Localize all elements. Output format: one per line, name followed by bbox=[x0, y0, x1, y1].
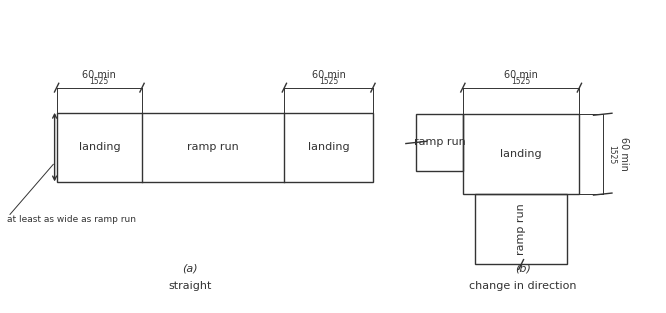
Text: ramp run: ramp run bbox=[187, 142, 239, 152]
Bar bbox=[416, 114, 463, 171]
Text: landing: landing bbox=[308, 142, 350, 152]
Text: 60 min: 60 min bbox=[83, 70, 117, 80]
Text: 60 min: 60 min bbox=[312, 70, 346, 80]
Text: 60 min: 60 min bbox=[619, 137, 629, 171]
Text: 1525: 1525 bbox=[511, 77, 531, 86]
Text: landing: landing bbox=[79, 142, 120, 152]
Text: ramp run: ramp run bbox=[414, 137, 466, 147]
Text: (b): (b) bbox=[515, 264, 531, 274]
Bar bbox=[463, 114, 579, 194]
Text: ramp run: ramp run bbox=[516, 203, 526, 255]
Text: change in direction: change in direction bbox=[469, 281, 577, 291]
Text: 1525: 1525 bbox=[607, 145, 616, 164]
Text: 60 min: 60 min bbox=[504, 70, 538, 80]
Text: at least as wide as ramp run: at least as wide as ramp run bbox=[7, 215, 136, 223]
Bar bbox=[57, 113, 373, 182]
Text: straight: straight bbox=[168, 281, 212, 291]
Text: (a): (a) bbox=[182, 264, 198, 274]
Text: landing: landing bbox=[500, 149, 542, 159]
Bar bbox=[475, 194, 567, 264]
Text: 1525: 1525 bbox=[90, 77, 109, 86]
Text: 1525: 1525 bbox=[319, 77, 338, 86]
